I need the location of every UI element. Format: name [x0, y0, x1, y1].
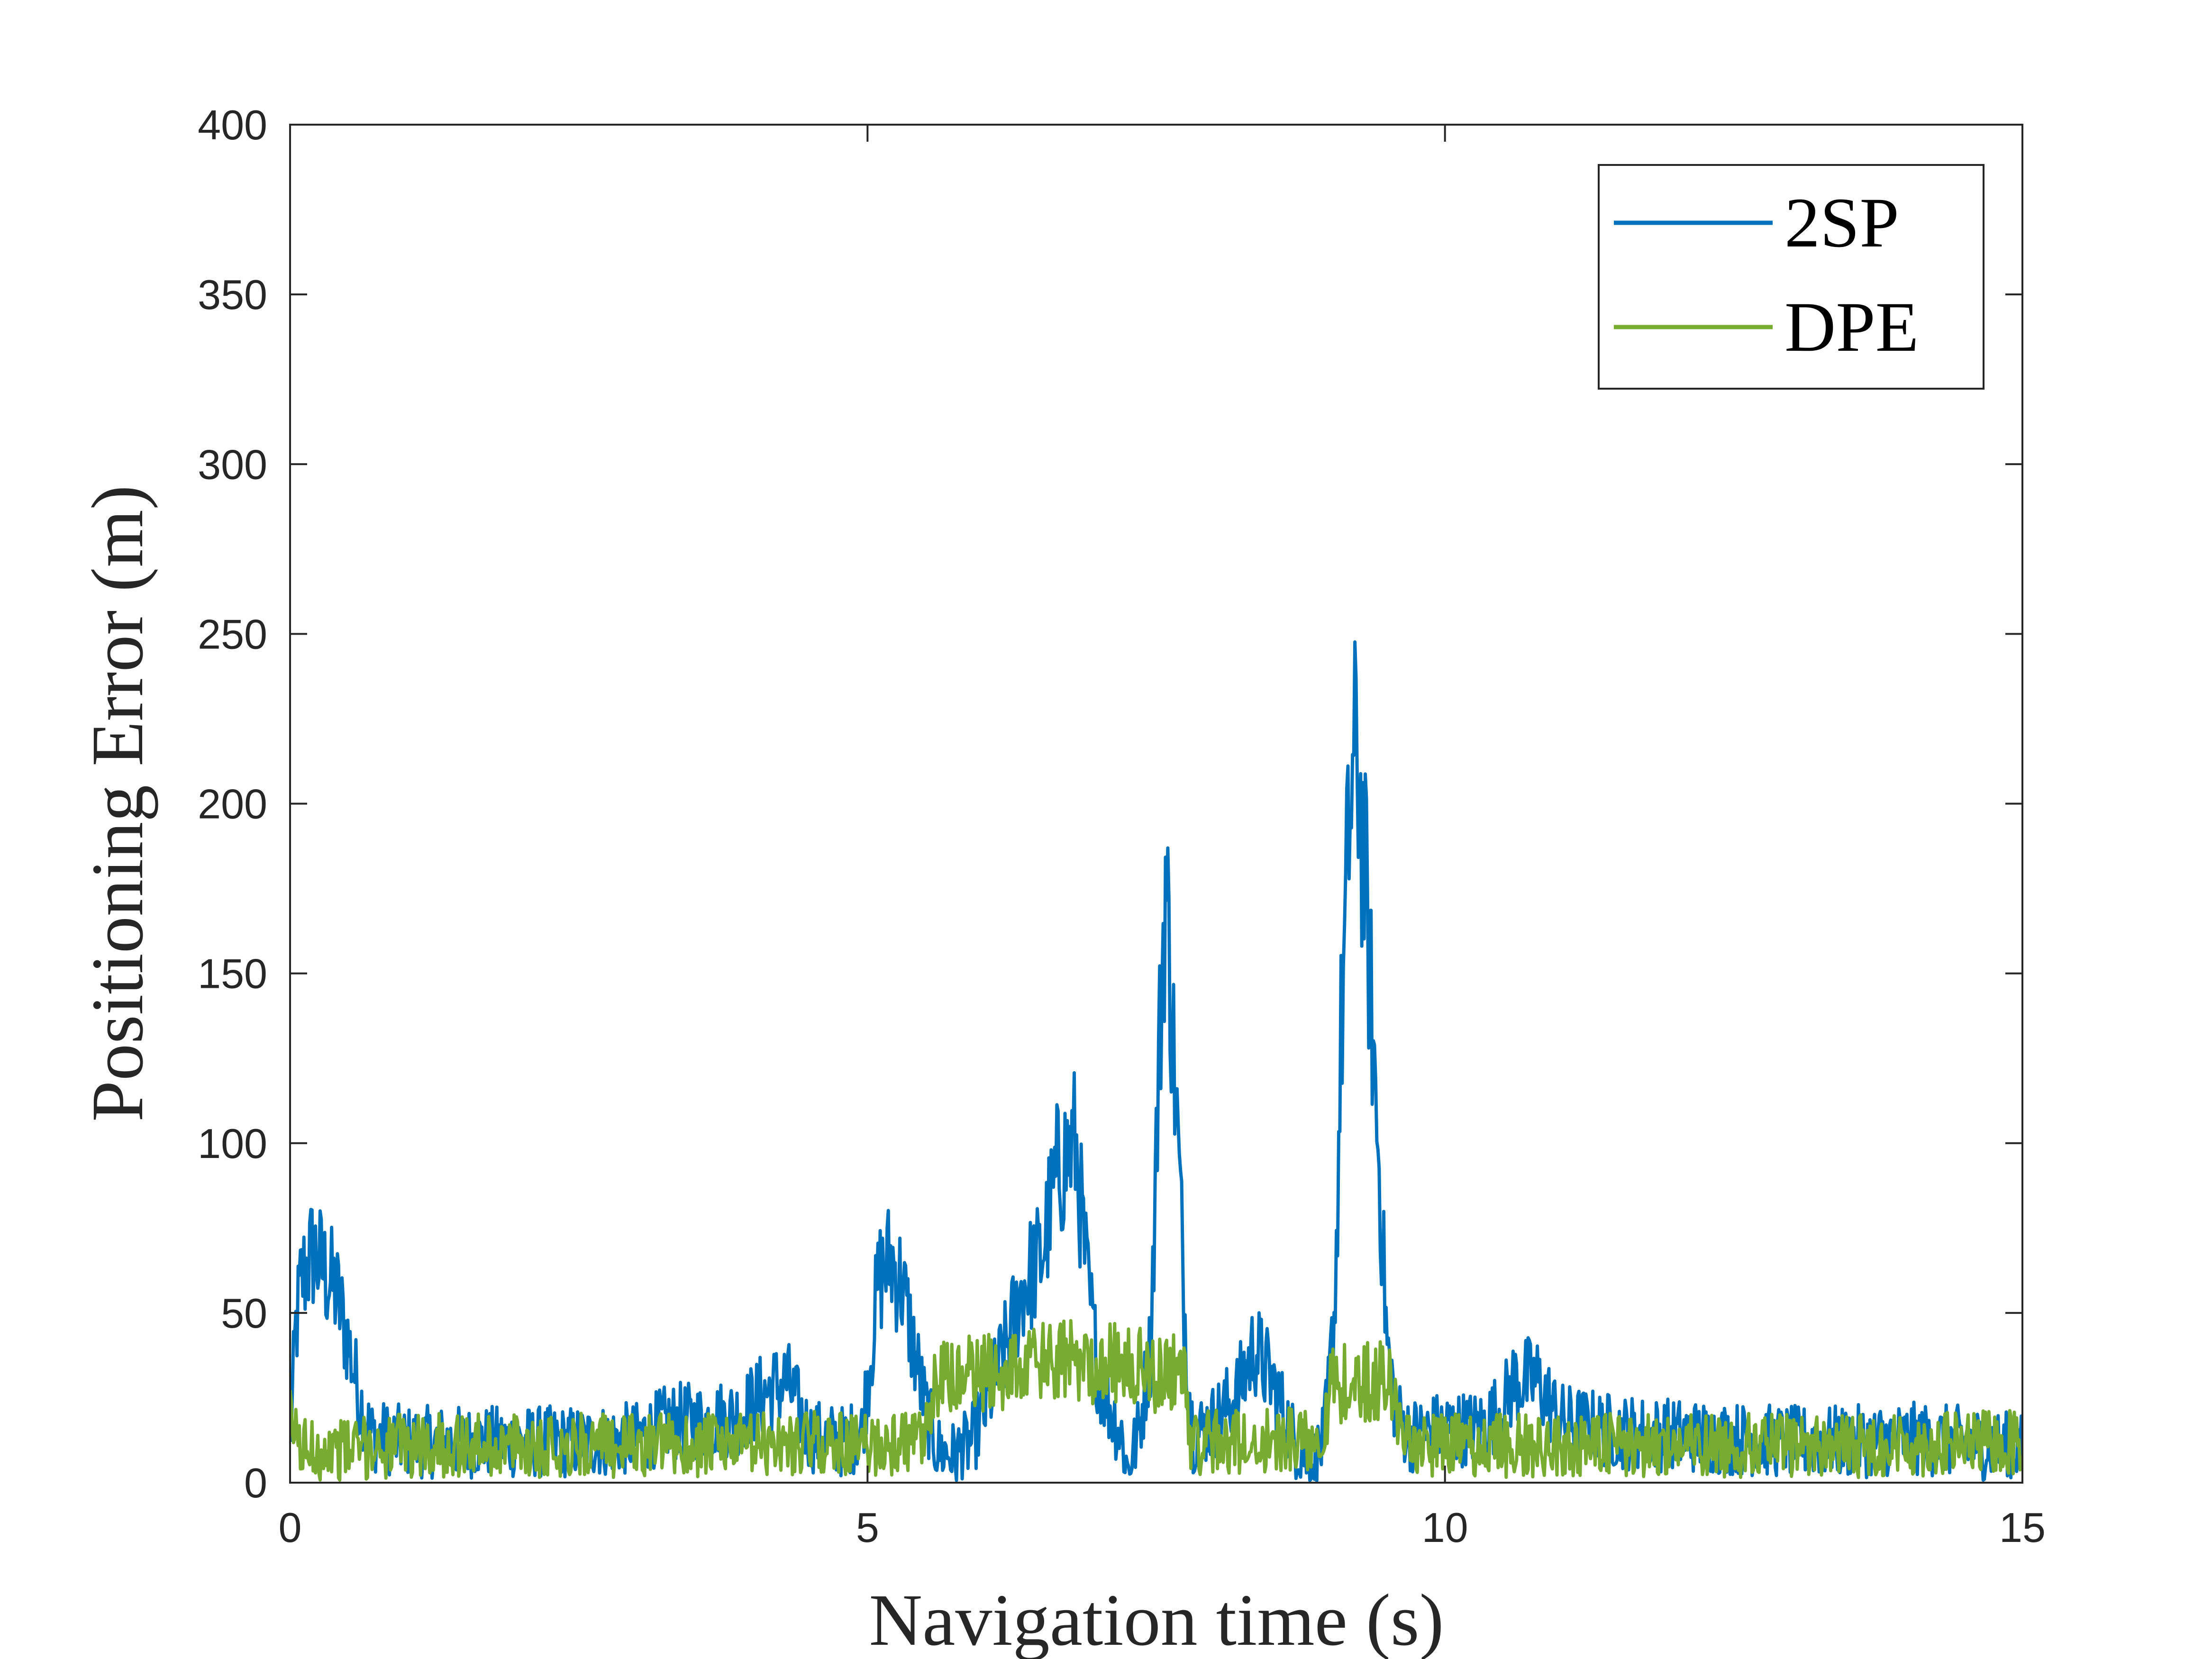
x-tick-label: 15: [1999, 1504, 2046, 1551]
y-tick-label: 200: [198, 781, 267, 828]
legend-label-2sp: 2SP: [1784, 183, 1899, 262]
y-axis-title: Positioning Error (m): [76, 485, 158, 1121]
legend-label-dpe: DPE: [1784, 288, 1919, 366]
x-tick-label: 5: [856, 1504, 879, 1551]
y-tick-label: 0: [244, 1459, 267, 1506]
x-axis-title: Navigation time (s): [869, 1579, 1444, 1659]
series-line-dpe: [290, 1319, 2022, 1482]
y-tick-label: 250: [198, 611, 267, 657]
x-tick-label: 10: [1422, 1504, 1468, 1551]
series-line-2sp: [290, 640, 2022, 1483]
y-tick-label: 400: [198, 101, 267, 148]
y-tick-label: 150: [198, 950, 267, 997]
y-tick-label: 300: [198, 441, 267, 488]
y-tick-label: 50: [221, 1290, 267, 1337]
series-layer: [290, 640, 2022, 1483]
x-tick-label: 0: [279, 1504, 302, 1551]
y-tick-label: 100: [198, 1120, 267, 1167]
legend-box: [1598, 164, 1984, 390]
axis-ticks: [289, 124, 2023, 1484]
legend: 2SP DPE: [1598, 164, 1984, 390]
y-tick-label: 350: [198, 271, 267, 318]
